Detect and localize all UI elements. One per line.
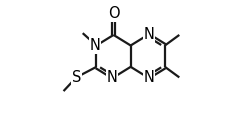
Text: N: N xyxy=(90,38,101,53)
Text: O: O xyxy=(108,6,119,21)
Text: N: N xyxy=(107,70,118,85)
Text: N: N xyxy=(144,27,155,42)
Text: N: N xyxy=(144,70,155,85)
Text: S: S xyxy=(72,70,81,85)
